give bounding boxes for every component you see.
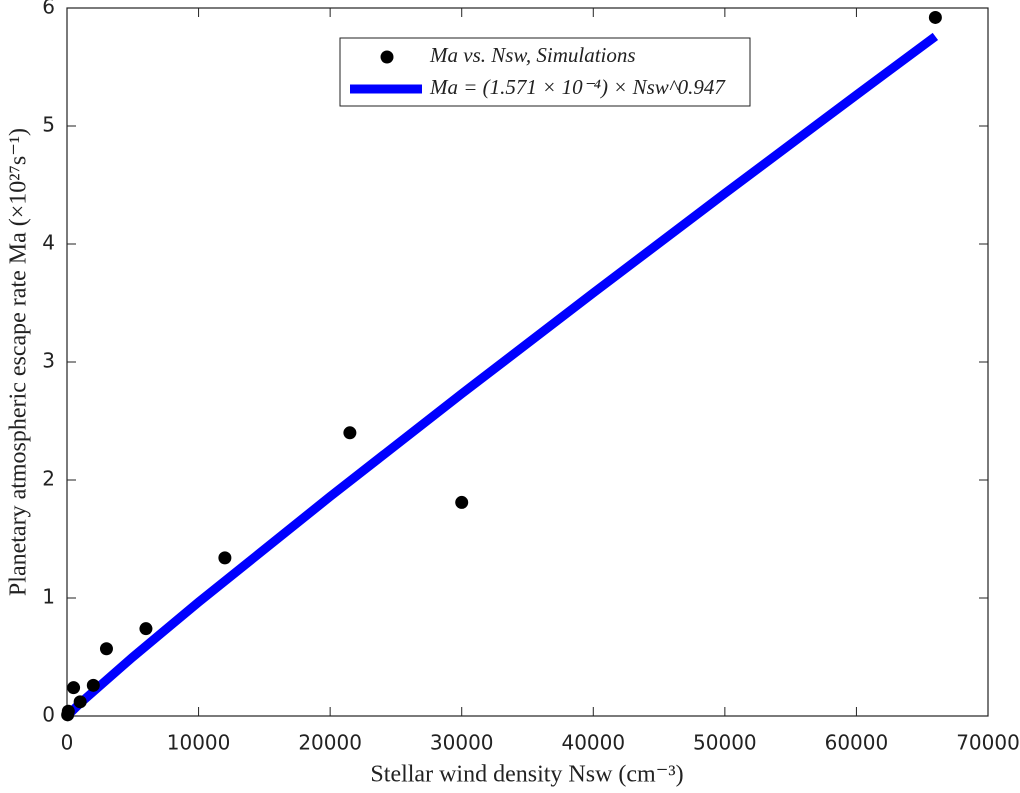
legend-label: Ma vs. Nsw, Simulations: [429, 43, 636, 67]
data-point: [73, 695, 87, 709]
data-point: [139, 622, 153, 636]
y-tick-label: 3: [42, 349, 55, 373]
x-axis-label: Stellar wind density Nsw (cm⁻³): [370, 762, 683, 788]
y-tick-label: 6: [42, 0, 55, 19]
data-point: [928, 10, 942, 24]
y-tick-label: 1: [42, 585, 55, 609]
data-point: [61, 704, 75, 718]
data-point: [218, 551, 232, 565]
y-tick-label: 2: [42, 467, 55, 491]
data-point: [99, 642, 113, 656]
x-tick-label: 70000: [956, 731, 1020, 755]
data-point: [343, 426, 357, 440]
legend-marker: [380, 50, 394, 64]
x-tick-label: 40000: [561, 731, 625, 755]
legend-label: Ma = (1.571 × 10⁻⁴) × Nsw^0.947: [429, 75, 726, 99]
x-tick-label: 60000: [825, 731, 889, 755]
y-tick-label: 4: [42, 231, 55, 255]
x-tick-label: 50000: [693, 731, 757, 755]
y-tick-label: 5: [42, 113, 55, 137]
data-point: [86, 678, 100, 692]
fit-line: [63, 32, 939, 720]
data-point: [67, 681, 81, 695]
x-tick-label: 10000: [167, 731, 231, 755]
y-tick-label: 0: [42, 703, 55, 727]
y-axis-label: Planetary atmospheric escape rate Ma (×1…: [6, 128, 32, 596]
x-tick-label: 20000: [298, 731, 362, 755]
x-tick-label: 0: [61, 731, 74, 755]
data-point: [455, 495, 469, 509]
x-tick-label: 30000: [430, 731, 494, 755]
plot-frame: [66, 7, 989, 717]
legend-box: [339, 37, 751, 107]
